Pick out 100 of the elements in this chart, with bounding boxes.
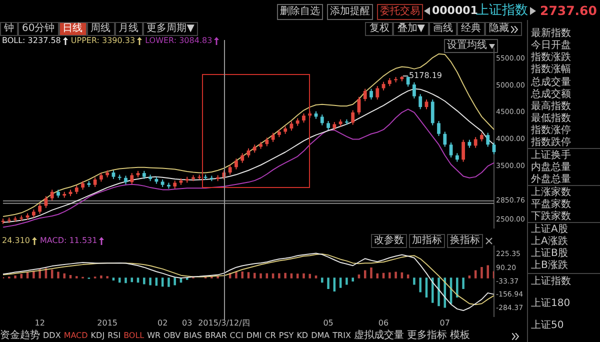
text: 周线 — [86, 22, 115, 36]
candlestick — [412, 82, 416, 99]
candlestick — [376, 86, 380, 100]
bar — [100, 276, 102, 278]
bar — [50, 270, 54, 278]
x-tick-label: 12 — [34, 318, 45, 328]
candlestick — [38, 203, 42, 214]
candlestick — [443, 131, 447, 148]
annotation: 5178.19 — [408, 71, 442, 80]
x-tick-label: 03 — [182, 318, 192, 328]
text: 复权 — [365, 22, 394, 36]
bar — [247, 272, 250, 278]
bar — [419, 278, 422, 292]
text: 指数跌停 — [531, 137, 571, 149]
bar — [235, 272, 238, 278]
text: 更多周期▼ — [142, 22, 198, 36]
bar — [155, 278, 158, 286]
text: 000001 — [432, 4, 478, 18]
text: 指数涨停 — [531, 125, 571, 136]
chart-title: 上证指数 — [476, 3, 528, 19]
bar — [394, 272, 397, 278]
annotation: 设置均线 — [447, 40, 487, 52]
bar — [149, 278, 152, 286]
bar — [254, 272, 256, 278]
candlestick — [246, 148, 250, 158]
text: 平盘家数 — [531, 199, 571, 210]
text: 添加提醒 — [327, 4, 373, 20]
candlestick — [50, 189, 54, 201]
text: RSI — [108, 330, 121, 342]
bar — [321, 278, 324, 283]
bar — [130, 278, 134, 282]
text: BIAS — [184, 330, 202, 342]
text: 上B涨跌 — [531, 260, 568, 272]
text: MACD — [64, 330, 88, 342]
bar — [456, 278, 458, 298]
bar — [468, 276, 471, 278]
bar — [168, 278, 170, 287]
bar — [63, 273, 66, 278]
bar — [431, 278, 434, 303]
x-tick-label: 2015 — [97, 318, 118, 328]
candlestick — [370, 88, 373, 100]
legend-label: UPPER: 3390.33 — [70, 36, 136, 46]
bar — [370, 268, 372, 278]
text: 上证180 — [531, 298, 570, 310]
bar — [474, 270, 477, 278]
annotation: 换指标 — [447, 234, 483, 248]
text: 外盘总量 — [531, 174, 571, 186]
text: 委托交易 — [377, 4, 423, 20]
text: CR — [264, 330, 276, 342]
candlestick — [474, 136, 478, 148]
bar — [339, 278, 342, 288]
text: KD — [296, 330, 308, 342]
candlestick — [486, 132, 490, 148]
candlestick — [406, 76, 410, 88]
text: 模板 — [450, 330, 470, 342]
candlestick — [93, 176, 97, 188]
bar — [327, 278, 330, 289]
text: PSY — [278, 330, 294, 342]
x-tick-label: 06 — [378, 318, 389, 328]
bar — [69, 275, 72, 278]
candlestick — [228, 164, 232, 176]
bar — [20, 274, 23, 278]
bar — [143, 278, 146, 284]
annotation: 加指标 — [409, 234, 445, 248]
x-tick-label: 07 — [440, 318, 450, 328]
candlestick — [290, 121, 294, 132]
text: 内盘总量 — [531, 162, 571, 174]
bar — [364, 270, 366, 278]
text: 月线 — [114, 22, 143, 36]
bar — [486, 265, 489, 278]
bar — [278, 273, 280, 278]
candlestick — [240, 152, 244, 164]
candlestick — [320, 114, 324, 126]
candlestick — [430, 99, 434, 126]
text: BOLL — [124, 330, 144, 342]
text: 上证换手 — [531, 150, 571, 162]
text: 60分钟 — [18, 22, 59, 36]
candlestick — [351, 110, 355, 126]
bar — [388, 272, 391, 278]
bar — [358, 274, 360, 278]
text: CCI — [230, 330, 244, 342]
bar — [241, 271, 244, 278]
text: WR — [147, 330, 161, 342]
x-tick-label: 2015/3/12/四 — [198, 318, 250, 328]
text: 2737.60 — [540, 3, 597, 19]
bar — [124, 278, 127, 284]
text: 叠加▼ — [393, 22, 429, 36]
bar — [480, 267, 483, 278]
text: 总成交额 — [531, 89, 571, 100]
text: 上涨家数 — [531, 187, 571, 198]
x-tick-label: 02 — [157, 318, 168, 328]
text: 上证A股 — [531, 224, 568, 236]
candlestick — [437, 120, 440, 137]
candlestick — [271, 132, 275, 142]
candlestick — [424, 99, 428, 110]
x-tick-label: 05 — [323, 318, 334, 328]
bar — [346, 278, 348, 285]
text: MACD: 11.531 — [40, 236, 98, 246]
text: OBV — [164, 330, 181, 342]
bar — [438, 278, 440, 306]
